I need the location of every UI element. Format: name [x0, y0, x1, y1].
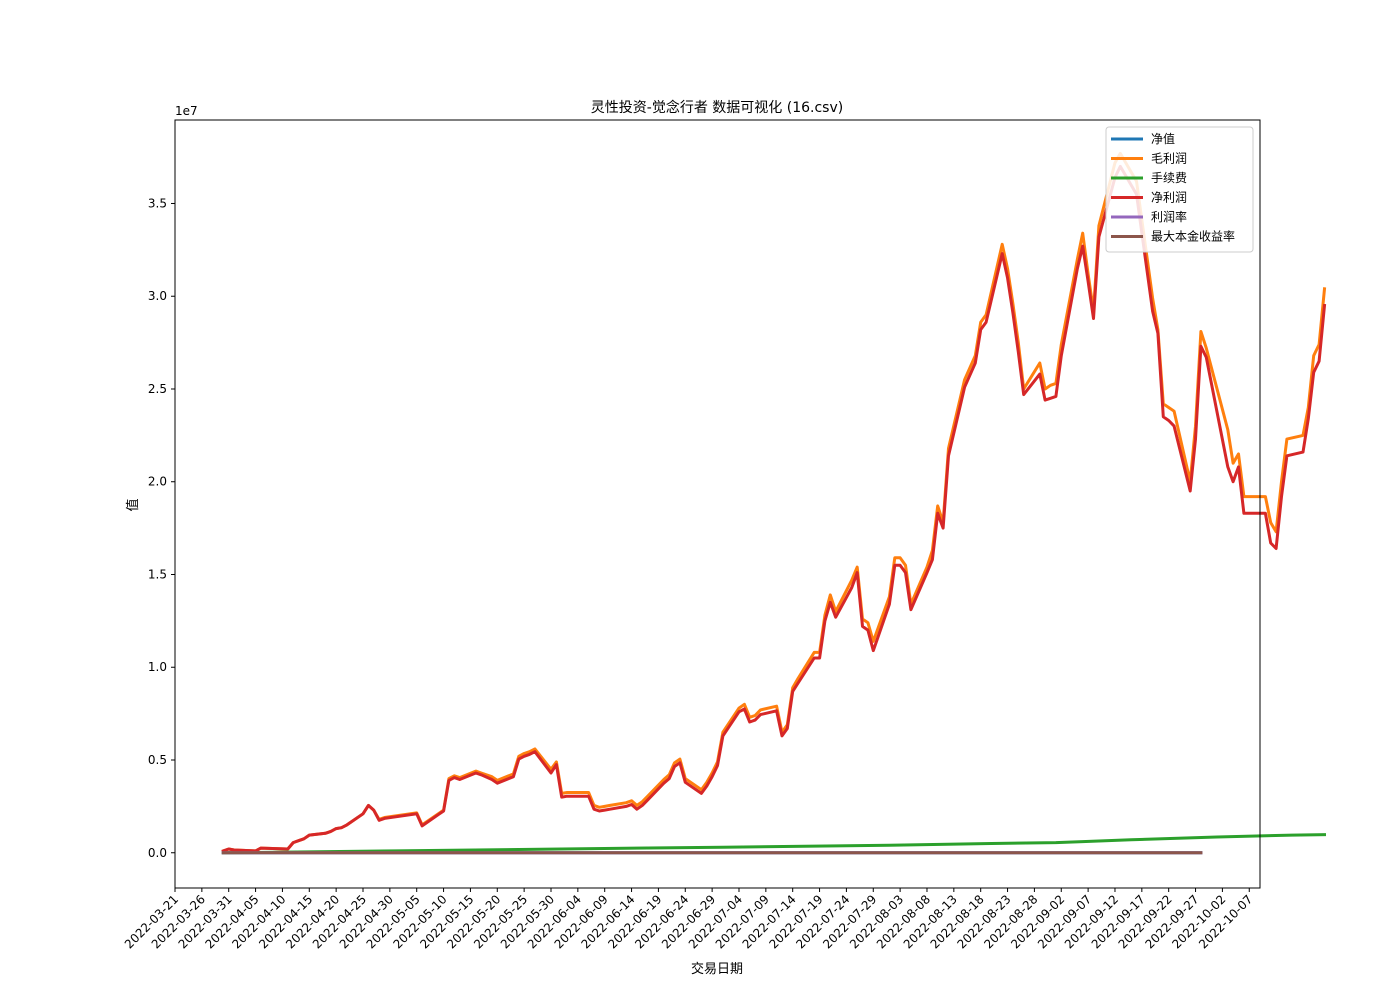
- y-axis: 0.0 0.5 1.0 1.5 2.0 2.5 3.0 3.5: [148, 196, 175, 860]
- y-tick-label: 3.0: [148, 289, 167, 303]
- x-axis-label: 交易日期: [691, 961, 743, 977]
- y-tick-label: 2.0: [148, 475, 167, 489]
- y-tick-label: 2.5: [148, 382, 167, 396]
- legend-label: 最大本金收益率: [1151, 229, 1235, 244]
- chart-title: 灵性投资-觉念行者 数据可视化 (16.csv): [591, 99, 843, 116]
- y-tick-label: 0.5: [148, 753, 167, 767]
- y-axis-label: 值: [125, 498, 141, 511]
- legend-label: 净利润: [1151, 191, 1187, 205]
- legend-label: 毛利润: [1151, 152, 1187, 166]
- x-axis: 2022-03-212022-03-262022-03-312022-04-05…: [122, 888, 1255, 951]
- plot-frame: [174, 119, 1261, 889]
- y-tick-label: 1.0: [148, 660, 167, 674]
- y-tick-label: 0.0: [148, 846, 167, 860]
- series-line-3: [221, 833, 1327, 855]
- y-offset-text: 1e7: [175, 104, 198, 118]
- y-tick-label: 1.5: [148, 567, 167, 581]
- series-layer: [221, 151, 1327, 855]
- series-line-2: [221, 151, 1327, 853]
- legend-label: 净值: [1151, 131, 1175, 146]
- legend-label: 利润率: [1151, 209, 1187, 224]
- y-tick-label: 3.5: [148, 196, 167, 210]
- series-line-4: [221, 164, 1327, 853]
- legend-label: 手续费: [1151, 171, 1187, 185]
